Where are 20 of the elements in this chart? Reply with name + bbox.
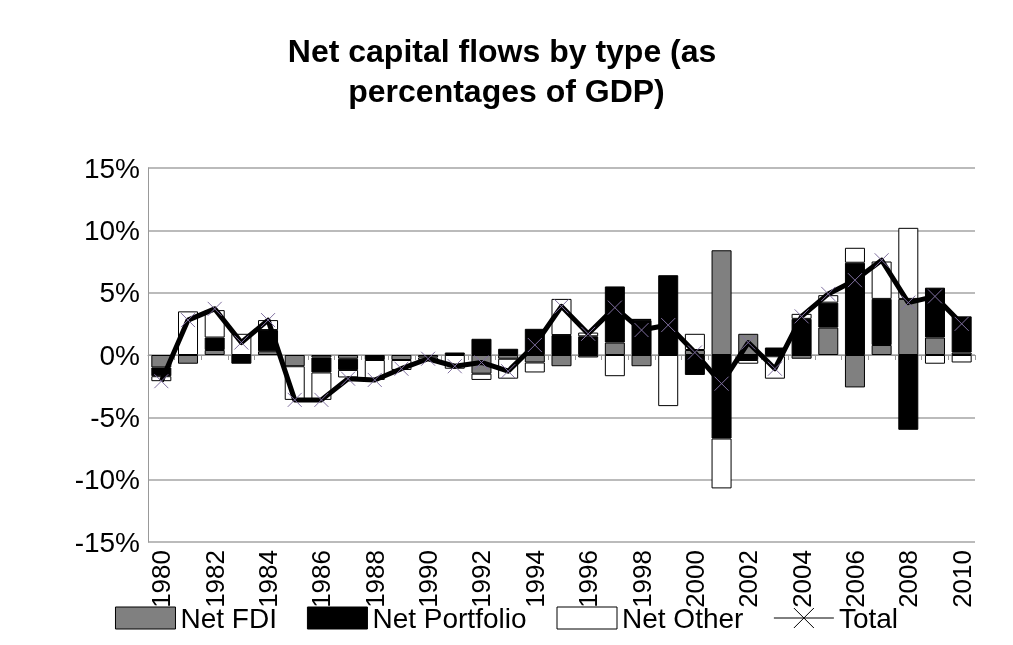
x-tick-label: 1986 [306, 550, 337, 608]
y-tick-label: 10% [83, 214, 140, 246]
y-tick-label: -15% [74, 526, 140, 558]
x-tick-label: 2004 [786, 550, 817, 608]
x-tick-label: 2008 [893, 550, 924, 608]
x-tick-label: 1980 [146, 550, 177, 608]
y-tick-label: -10% [74, 464, 140, 496]
x-tick-label: 1988 [359, 550, 390, 608]
x-tick-label: 1984 [253, 550, 284, 608]
x-tick-label: 2010 [946, 550, 977, 608]
x-tick-label: 1996 [573, 550, 604, 608]
x-tick-label: 1994 [519, 550, 550, 608]
x-tick-label: 2000 [679, 550, 710, 608]
y-tick-label: -5% [90, 401, 140, 433]
x-tick-label: 1992 [466, 550, 497, 608]
y-tick-label: 15% [83, 152, 140, 184]
y-tick-label: 0% [99, 339, 140, 371]
x-tick-label: 2002 [733, 550, 764, 608]
y-tick-label: 5% [99, 277, 140, 309]
chart-title: Net capital flows by type (as percentages of GDP) [287, 33, 726, 109]
